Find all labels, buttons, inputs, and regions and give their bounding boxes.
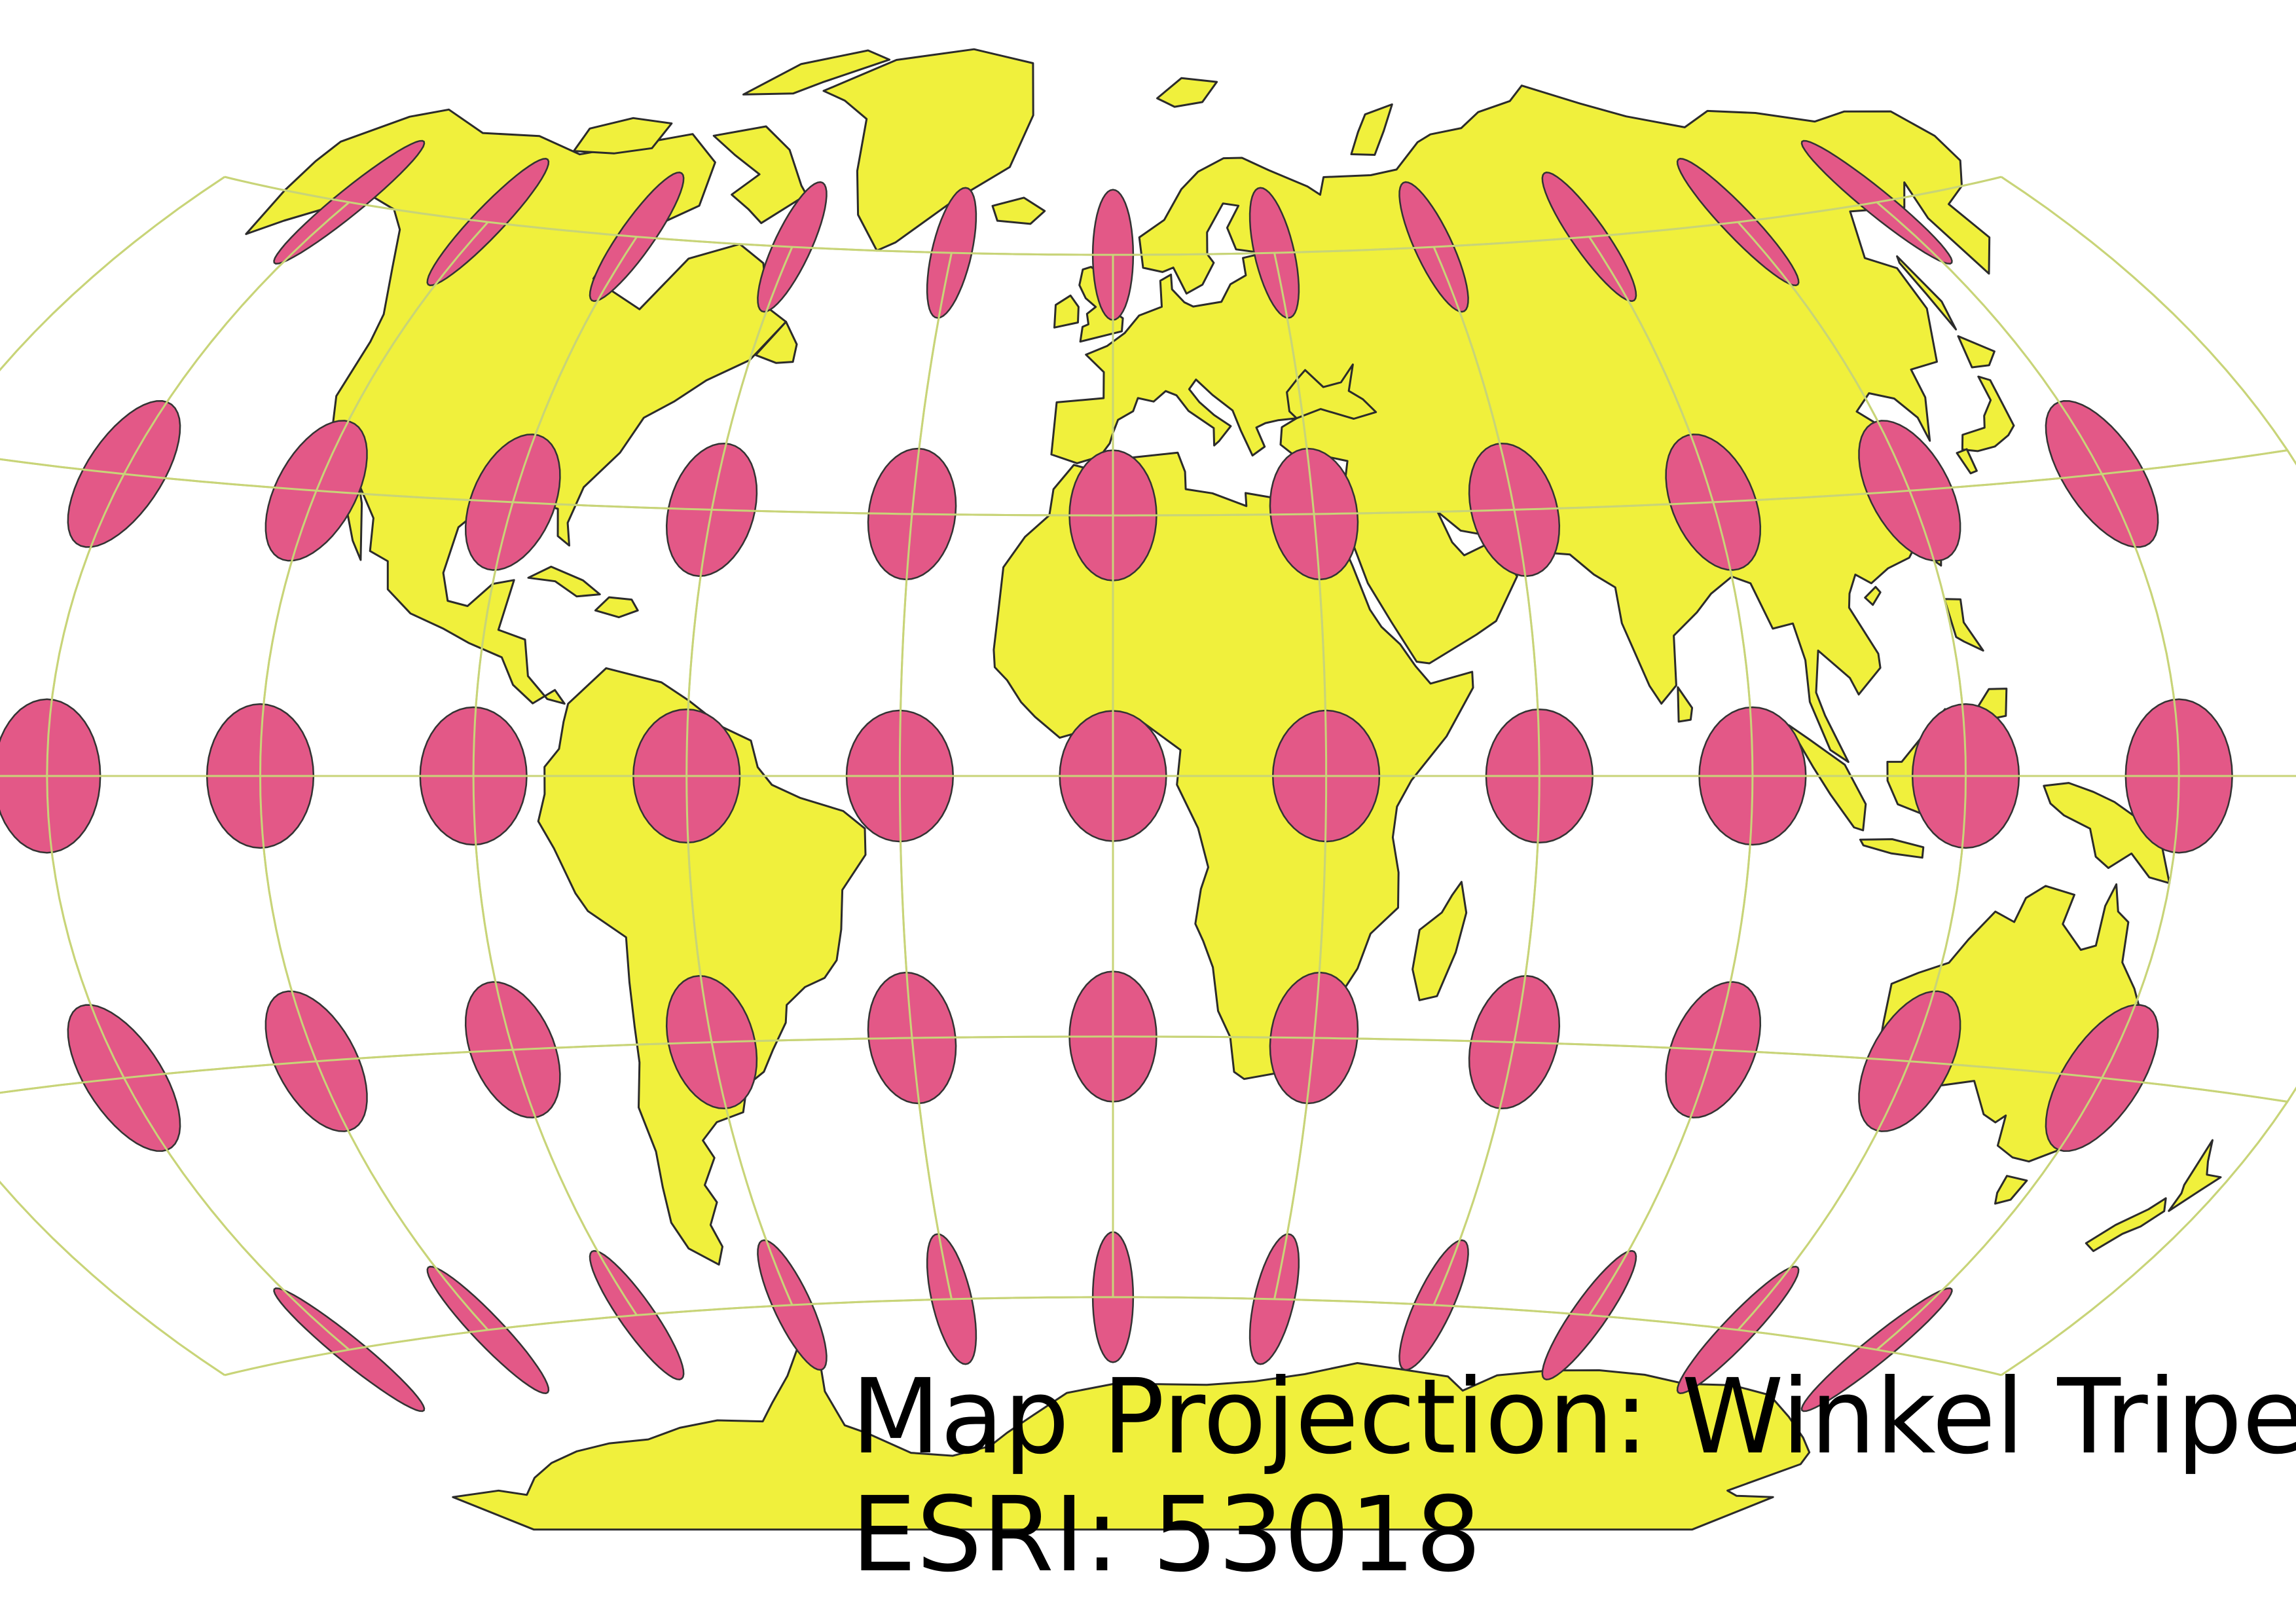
graticule-meridian--120 bbox=[259, 221, 489, 1331]
land-sri-lanka bbox=[1677, 686, 1694, 723]
graticule-meridian--180 bbox=[0, 175, 225, 1376]
land-luzon bbox=[1943, 598, 1984, 652]
graticule-meridian-30 bbox=[1273, 252, 1328, 1300]
graticule-meridian--30 bbox=[898, 252, 953, 1300]
land-greenland bbox=[822, 48, 1034, 252]
graticule-meridian-180 bbox=[2001, 175, 2296, 1376]
land-newfoundland bbox=[754, 320, 798, 364]
esri-code: ESRI: 53018 bbox=[851, 1475, 1482, 1595]
graticule-overlay bbox=[0, 175, 2296, 1376]
land-south-america bbox=[537, 667, 867, 1266]
land-antarctica bbox=[452, 1331, 1811, 1531]
land-cuba bbox=[527, 565, 601, 598]
land-tasmania bbox=[1994, 1175, 2028, 1205]
graticule-meridian--90 bbox=[472, 236, 638, 1316]
land-hispaniola bbox=[594, 596, 639, 619]
projection-title: Map Projection: Winkel Tripel bbox=[851, 1357, 2296, 1477]
land-victoria-island bbox=[573, 117, 673, 155]
land-java bbox=[1859, 838, 1925, 859]
land-ellesmere-island bbox=[742, 49, 891, 96]
graticule-meridian--60 bbox=[685, 246, 793, 1306]
land-new-guinea bbox=[2043, 782, 2171, 885]
land-svalbard bbox=[1156, 77, 1218, 108]
land-kyushu bbox=[1956, 448, 1978, 475]
land-ireland bbox=[1053, 294, 1080, 329]
graticule-meridian-90 bbox=[1588, 236, 1754, 1316]
graticule-meridian-60 bbox=[1432, 246, 1540, 1306]
land-hokkaido bbox=[1957, 335, 1995, 369]
graticule-meridian--150 bbox=[46, 201, 350, 1351]
land-novaya-zemlya bbox=[1350, 103, 1393, 156]
land-iceland bbox=[991, 196, 1046, 225]
land-japan-honshu bbox=[1961, 375, 2015, 452]
land-new-zealand-south bbox=[2085, 1197, 2167, 1252]
land-sakhalin bbox=[1896, 255, 1958, 331]
land-baffin-island bbox=[712, 125, 808, 225]
land-hainan bbox=[1864, 585, 1882, 606]
land-new-zealand-north bbox=[2168, 1139, 2222, 1212]
land-madagascar bbox=[1412, 881, 1468, 1001]
graticule-meridian-150 bbox=[1876, 201, 2180, 1351]
graticule-meridian-120 bbox=[1737, 221, 1967, 1331]
land-north-america bbox=[245, 108, 788, 705]
